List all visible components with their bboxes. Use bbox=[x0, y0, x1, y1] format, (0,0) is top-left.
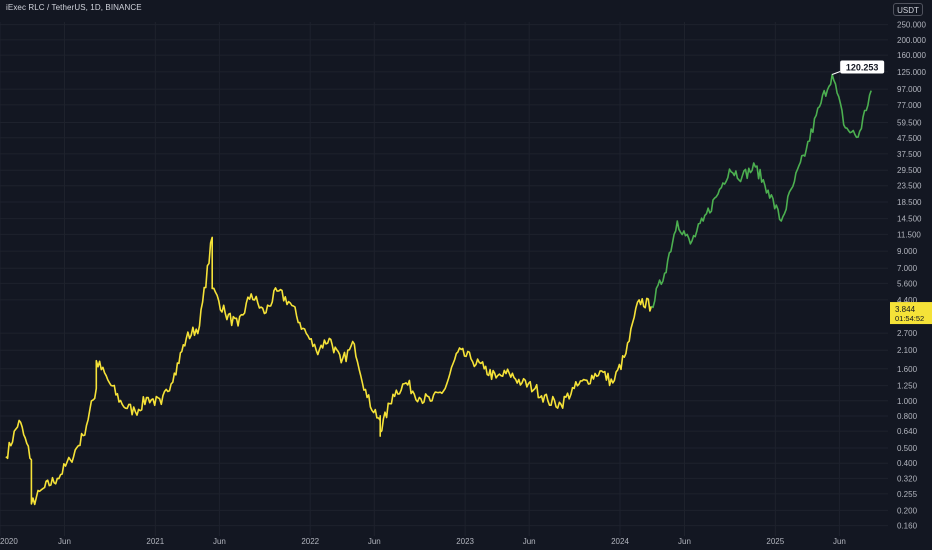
y-tick-label: 160.000 bbox=[897, 51, 926, 60]
countdown-label: 01:54:52 bbox=[895, 314, 924, 323]
y-tick-label: 200.000 bbox=[897, 36, 926, 45]
y-tick-label: 1.600 bbox=[897, 365, 918, 374]
peak-label: 120.253 bbox=[846, 63, 879, 73]
price-series-green bbox=[650, 73, 872, 309]
y-tick-label: 23.500 bbox=[897, 182, 922, 191]
y-tick-label: 2.700 bbox=[897, 329, 918, 338]
y-tick-label: 97.000 bbox=[897, 85, 922, 94]
time-axis: 2020 Jun 2021 Jun 2022 Jun 2023 Jun 2024 Jun 2025 J… bbox=[0, 537, 846, 546]
y-tick-label: 0.200 bbox=[897, 506, 918, 515]
y-tick-label: 2.100 bbox=[897, 346, 918, 355]
x-tick-label: Jun bbox=[678, 537, 691, 546]
price-line-layer bbox=[5, 73, 872, 506]
y-tick-label: 7.000 bbox=[897, 264, 918, 273]
x-tick-label: Jun bbox=[368, 537, 381, 546]
x-tick-label: 2020 bbox=[0, 537, 18, 546]
y-tick-label: 29.500 bbox=[897, 166, 922, 175]
y-tick-label: 11.500 bbox=[897, 230, 921, 239]
y-tick-label: 59.500 bbox=[897, 118, 922, 127]
grid-layer bbox=[0, 22, 888, 536]
x-tick-label: 2025 bbox=[766, 537, 784, 546]
x-tick-label: 2022 bbox=[301, 537, 319, 546]
y-tick-label: 47.500 bbox=[897, 134, 922, 143]
y-tick-label: 37.500 bbox=[897, 150, 922, 159]
x-tick-label: 2023 bbox=[456, 537, 474, 546]
y-tick-label: 125.000 bbox=[897, 68, 926, 77]
y-tick-label: 9.000 bbox=[897, 247, 918, 256]
y-tick-label: 0.160 bbox=[897, 522, 918, 531]
x-tick-label: Jun bbox=[523, 537, 536, 546]
y-tick-label: 1.250 bbox=[897, 382, 918, 391]
y-tick-label: 5.600 bbox=[897, 279, 918, 288]
y-tick-label: 0.800 bbox=[897, 412, 918, 421]
currency-button[interactable]: USDT bbox=[893, 3, 923, 16]
price-axis: 250.000 200.000 160.000 125.000 97.000 77.000… bbox=[897, 21, 926, 531]
y-tick-label: 0.400 bbox=[897, 459, 918, 468]
x-tick-label: Jun bbox=[213, 537, 226, 546]
y-tick-label: 0.640 bbox=[897, 427, 918, 436]
y-tick-label: 4.400 bbox=[897, 296, 918, 305]
y-tick-label: 14.500 bbox=[897, 215, 922, 224]
chart-title: iExec RLC / TetherUS, 1D, BINANCE bbox=[6, 3, 142, 12]
y-tick-label: 0.255 bbox=[897, 490, 918, 499]
y-tick-label: 1.000 bbox=[897, 397, 918, 406]
y-tick-label: 77.000 bbox=[897, 101, 922, 110]
y-tick-label: 0.500 bbox=[897, 444, 918, 453]
x-tick-label: Jun bbox=[833, 537, 846, 546]
peak-connector bbox=[832, 71, 841, 75]
y-tick-label: 0.320 bbox=[897, 474, 918, 483]
x-tick-label: Jun bbox=[58, 537, 71, 546]
x-tick-label: 2021 bbox=[146, 537, 164, 546]
y-tick-label: 18.500 bbox=[897, 198, 922, 207]
current-price-badge bbox=[890, 302, 932, 325]
y-tick-label: 250.000 bbox=[897, 21, 926, 30]
current-price-label: 3.844 bbox=[895, 305, 916, 314]
peak-badge bbox=[840, 60, 885, 74]
x-tick-label: 2024 bbox=[611, 537, 629, 546]
price-series-yellow bbox=[5, 236, 653, 506]
